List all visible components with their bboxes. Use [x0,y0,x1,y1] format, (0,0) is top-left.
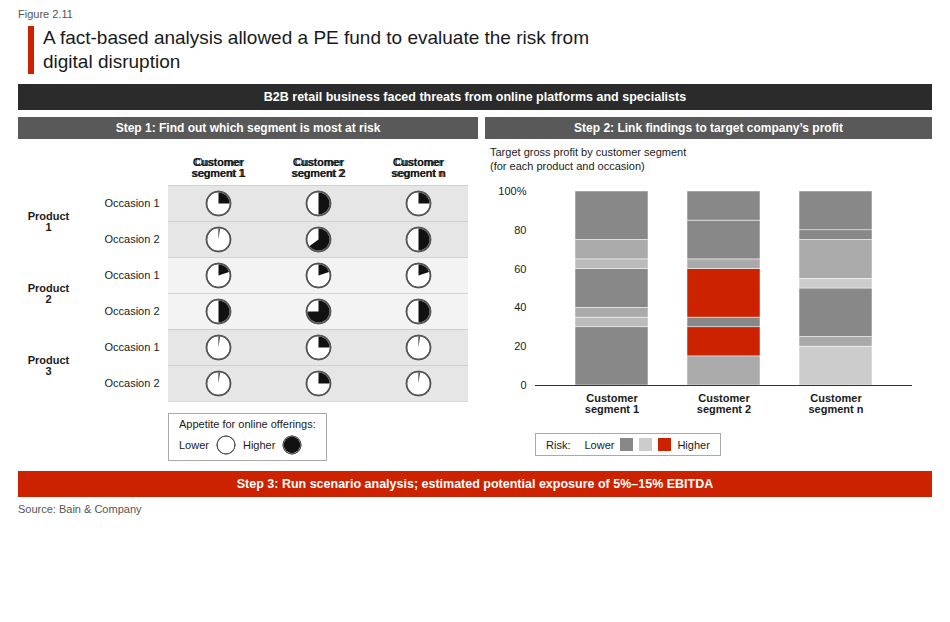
svg-text:Customersegment 2: Customersegment 2 [697,392,751,415]
html-text:Higher: Higher [243,438,276,451]
html-text:Figure 2.11: Figure 2.11 [18,8,73,20]
svg-text:100%: 100% [498,185,526,197]
svg-text:Occasion 1: Occasion 1 [104,197,159,209]
svg-text:20: 20 [514,340,526,352]
svg-text:Occasion 2: Occasion 2 [104,233,159,245]
svg-text:Customersegment n: Customersegment n [391,155,446,178]
svg-text:80: 80 [514,224,526,236]
svg-text:Occasion 1: Occasion 1 [104,341,159,353]
svg-text:Occasion 1: Occasion 1 [104,269,159,281]
svg-text:0: 0 [520,379,526,391]
svg-text:Occasion 2: Occasion 2 [104,305,159,317]
svg-text:Customersegment 2: Customersegment 2 [291,155,345,178]
html-text:Step 1: Find out which segment: Step 1: Find out which segment is most a… [115,120,381,135]
html-text:Step 3: Run scenario analysis;: Step 3: Run scenario analysis; estimated… [236,476,714,491]
svg-text:60: 60 [514,263,526,275]
html-text:Appetite for online offerings:: Appetite for online offerings: [179,417,316,430]
html-text:B2B retail business faced thre: B2B retail business faced threats from o… [263,89,687,104]
html-text:Lower: Lower [584,438,615,451]
svg-text:Customersegment 1: Customersegment 1 [585,392,639,415]
svg-text:Customersegment 1: Customersegment 1 [191,155,245,178]
svg-text:40: 40 [514,302,526,314]
html-text:Risk:: Risk: [546,438,571,451]
html-text:A fact-based analysis allowed: A fact-based analysis allowed a PE fund … [43,27,589,72]
html-text:Step 2: Link findings to targe: Step 2: Link findings to target company’… [574,120,843,135]
html-text:Higher: Higher [677,438,710,451]
svg-text:Product3: Product3 [28,353,70,376]
html-text:Source: Bain & Company: Source: Bain & Company [18,502,142,515]
svg-text:Occasion 2: Occasion 2 [104,377,159,389]
svg-text:Product2: Product2 [28,281,70,304]
svg-text:Product1: Product1 [28,209,70,232]
html-text:Target gross profit by custome: Target gross profit by customer segment … [490,145,687,172]
svg-text:Customersegment n: Customersegment n [808,392,863,415]
html-text:Lower: Lower [179,438,209,451]
